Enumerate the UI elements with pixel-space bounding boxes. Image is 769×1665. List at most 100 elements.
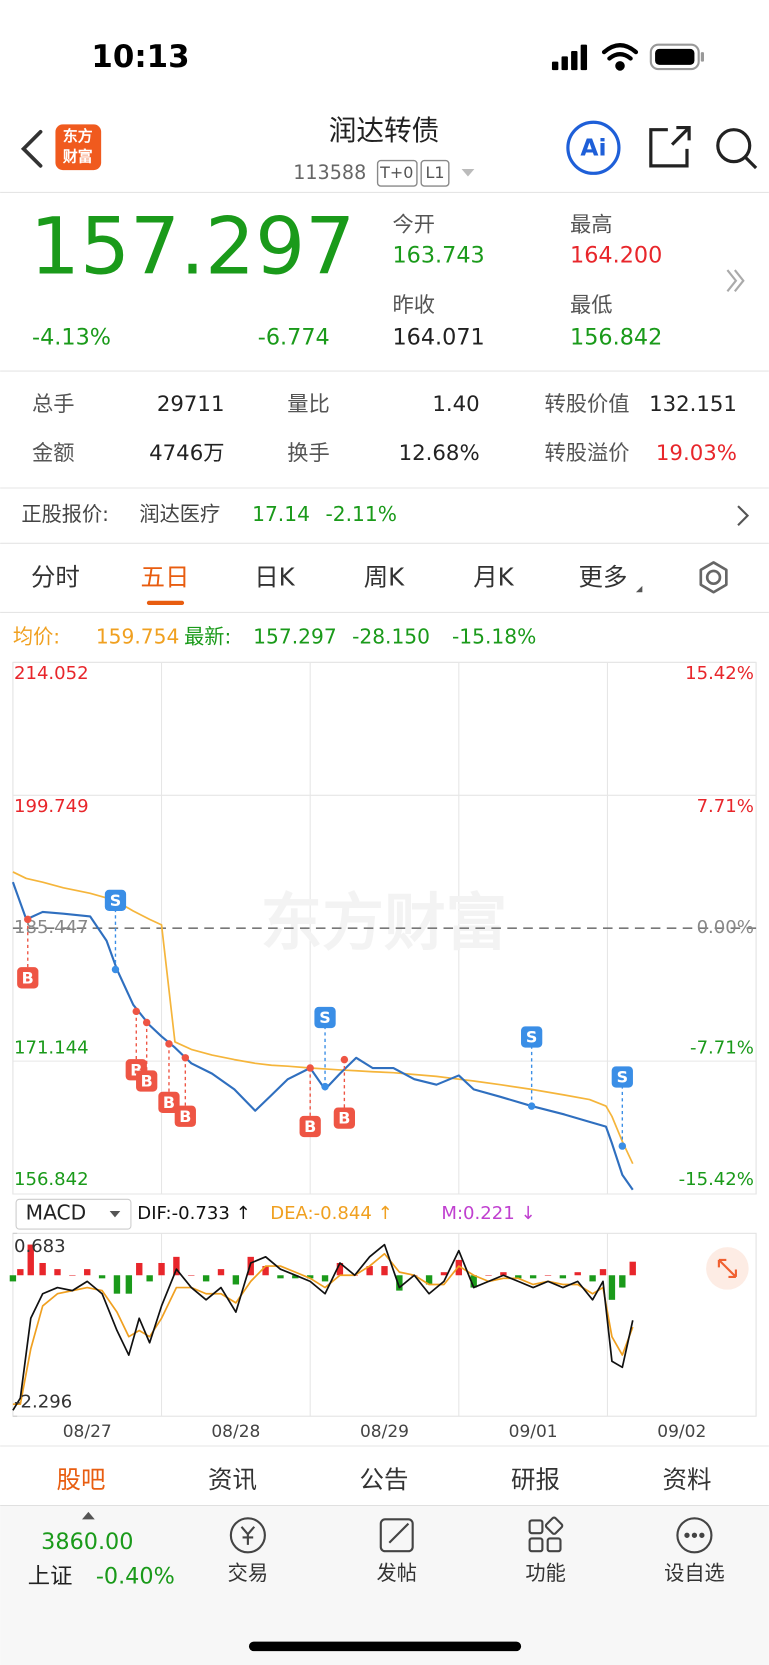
bottom-tab[interactable]: 公告 [360,1465,409,1494]
macd-tick-label: -2.296 [14,1391,72,1412]
signal-icon [551,44,588,71]
marker-badge [104,889,127,912]
index-value[interactable]: 3860.00 [41,1529,133,1555]
change: -6.774 [258,325,330,351]
marker-badge [299,1115,321,1138]
macd-bar [292,1275,299,1279]
last-price: 157.297 [30,200,355,292]
y-tick-label: 156.842 [14,1169,89,1190]
x-tick-label: 09/01 [509,1422,558,1442]
macd-bar [39,1262,46,1276]
macd-bar [188,1275,195,1276]
marker-label: B [338,1109,350,1128]
tab[interactable]: 日K [254,562,295,591]
macd-bar [599,1269,607,1276]
stat-value: 12.68% [399,441,480,466]
marker-badge [611,1066,633,1088]
macd-bar [321,1275,329,1282]
marker-dot [142,1018,151,1027]
macd-bar [113,1275,121,1294]
tab[interactable]: 月K [473,562,514,591]
footer-action[interactable]: 交易 [228,1561,268,1585]
macd-bar [381,1266,388,1276]
marker-label: B [141,1072,153,1091]
stock-label: 正股报价: [21,502,109,526]
footer-action[interactable]: 发帖 [377,1561,417,1585]
macd-bar [336,1262,344,1276]
expand-arrow[interactable] [726,269,745,292]
footer-action[interactable]: 功能 [525,1561,565,1585]
ai-button[interactable] [566,120,621,175]
macd-caret [109,1211,121,1218]
macd-legend: M:0.221 ↓ [441,1203,535,1224]
clock: 10:13 [91,39,189,75]
footer-action[interactable]: 设自选 [664,1561,725,1585]
bottom-tab[interactable]: 股吧 [57,1465,106,1494]
field-value: 163.743 [392,243,484,269]
search-button[interactable] [716,128,758,170]
tag: L1 [425,163,444,182]
y-tick-label: 214.052 [14,663,89,684]
marker-badge [136,1070,158,1092]
marker-dot [321,1082,329,1091]
index-arrow [82,1511,95,1520]
back-button[interactable] [20,129,43,168]
field-label: 最高 [570,212,613,237]
bottom-tab[interactable]: 资料 [663,1465,712,1494]
chart-info: 均价: 159.754 最新: 157.297 -28.150 -15.18% [13,624,536,648]
tag-box [420,159,450,187]
y2-tick-label: 15.42% [685,663,754,684]
stat-label: 总手 [32,392,75,417]
macd-bar [69,1275,76,1276]
info-item: 159.754 [96,624,179,648]
footer [0,1505,769,1665]
stat-label: 金额 [32,441,75,466]
macd-bar [608,1275,616,1300]
stat-label: 转股溢价 [545,441,630,466]
share-button[interactable] [649,125,691,168]
macd-bar [306,1275,314,1279]
bottom-tab[interactable]: 研报 [511,1465,560,1494]
macd-selector[interactable] [15,1198,132,1230]
stats: 总手 29711 量比 1.40 转股价值 132.151 金额 4746万 换手 12.68% 转… [32,392,737,466]
macd-bar [136,1262,143,1276]
tab[interactable]: 更多 [579,562,628,591]
ai-label: Ai [580,133,606,161]
bottom-tabs: 股吧 资讯 公告 研报 资料 [57,1465,712,1494]
logo-text: 东方 [63,127,93,145]
stat-value: 19.03% [656,441,737,466]
macd-bar [202,1275,210,1282]
macd-bar [629,1261,636,1276]
macd-bar [470,1275,477,1288]
fullscreen-icon [717,1258,737,1278]
tabs: 分时 五日 日K 周K 月K 更多 [31,562,643,605]
macd-legend: DIF:-0.733 ↑ [137,1203,250,1224]
marker-dot [306,1064,314,1072]
stat-label: 换手 [287,441,330,466]
battery-icon [649,43,704,71]
bottom-tab[interactable]: 资讯 [208,1465,257,1494]
marker-label: B [163,1093,175,1112]
tab[interactable]: 五日 [141,562,190,591]
macd-tick-label: 0.683 [14,1236,66,1257]
field-value: 164.071 [392,325,484,351]
marker-badge [174,1105,196,1127]
macd-bar [17,1269,24,1276]
stock-chevron[interactable] [737,505,750,526]
dropdown-arrow[interactable] [461,169,475,177]
macd-bar [455,1259,463,1276]
info-item: 均价: [13,624,60,648]
stat-value: 4746万 [149,441,224,466]
app-logo [55,124,102,171]
macd-selector-label: MACD [26,1201,87,1225]
macd-bar [84,1269,91,1276]
wifi-icon [601,43,639,71]
dea-line [12,1252,634,1406]
settings-button[interactable] [699,561,728,594]
stat-value: 1.40 [432,392,479,417]
stock-price: 17.14 [252,502,310,526]
tab[interactable]: 周K [364,562,405,591]
info-item: 最新: [184,624,231,648]
tab[interactable]: 分时 [31,562,80,591]
